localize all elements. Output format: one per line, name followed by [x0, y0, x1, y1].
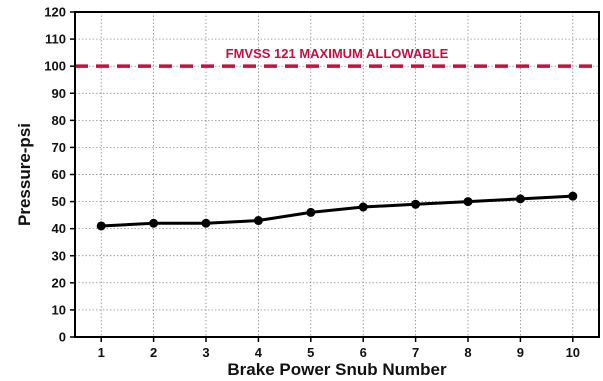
y-tick-label: 90	[52, 86, 66, 101]
y-tick-label: 20	[52, 275, 66, 290]
data-point	[306, 207, 316, 217]
data-point	[358, 202, 368, 212]
x-tick-label: 10	[566, 345, 580, 360]
x-tick-label: 8	[464, 345, 471, 360]
x-tick-label: 9	[517, 345, 524, 360]
x-tick-label: 1	[98, 345, 105, 360]
data-point	[515, 194, 525, 204]
y-tick-label: 30	[52, 248, 66, 263]
data-point	[463, 197, 473, 207]
y-tick-label: 50	[52, 194, 66, 209]
data-point	[96, 221, 106, 231]
x-tick-label: 3	[202, 345, 209, 360]
x-tick-label: 2	[150, 345, 157, 360]
data-point	[253, 216, 263, 226]
y-tick-label: 70	[52, 140, 66, 155]
x-axis-label: Brake Power Snub Number	[227, 360, 447, 379]
grid-lines	[75, 11, 599, 338]
plot-frame	[74, 11, 600, 338]
y-tick-label: 80	[52, 113, 66, 128]
reference-line-label: FMVSS 121 MAXIMUM ALLOWABLE	[226, 46, 449, 61]
y-axis-ticks: 0 10 20 30 40 50 60 70 80 90 100 110 120	[44, 5, 75, 345]
data-point	[149, 218, 159, 228]
x-tick-label: 4	[255, 345, 263, 360]
y-tick-label: 120	[44, 5, 66, 20]
x-tick-label: 6	[360, 345, 367, 360]
data-point	[568, 191, 578, 201]
data-series	[96, 191, 578, 231]
y-axis-label: Pressure-psi	[15, 123, 34, 226]
y-tick-label: 60	[52, 167, 66, 182]
y-tick-label: 10	[52, 302, 66, 317]
y-tick-label: 110	[45, 32, 66, 47]
y-tick-label: 0	[59, 330, 66, 345]
data-point	[201, 218, 211, 228]
y-tick-label: 40	[52, 221, 66, 236]
series-line	[101, 194, 573, 228]
x-tick-label: 7	[412, 345, 419, 360]
x-tick-label: 5	[307, 345, 314, 360]
data-point	[411, 199, 421, 209]
y-tick-label: 100	[44, 59, 66, 74]
x-axis-ticks: 1 2 3 4 5 6 7 8 9 10	[98, 337, 580, 360]
